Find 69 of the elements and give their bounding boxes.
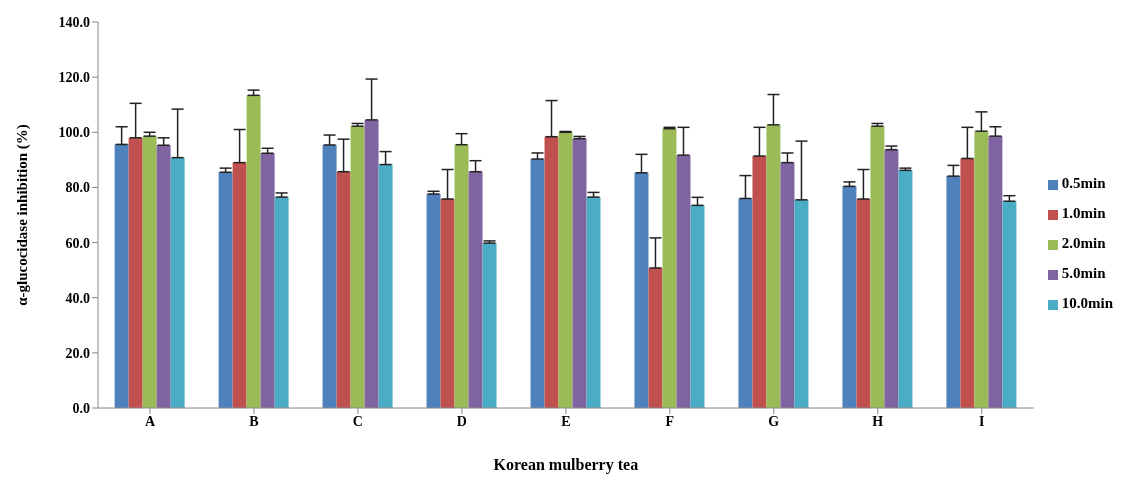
bar <box>676 155 691 408</box>
bar <box>544 136 559 408</box>
y-tick-label: 120.0 <box>58 70 90 86</box>
bar <box>260 153 275 408</box>
y-tick-label: 140.0 <box>58 14 90 30</box>
bar <box>1002 201 1017 408</box>
x-axis-title: Korean mulberry tea <box>493 456 639 474</box>
bar <box>988 136 1003 408</box>
bar <box>780 162 795 408</box>
bar <box>856 199 871 408</box>
y-tick-label: 80.0 <box>65 180 90 196</box>
bar <box>752 156 767 408</box>
legend-label: 5.0min <box>1061 265 1106 281</box>
bar <box>482 243 497 408</box>
bar <box>350 126 365 408</box>
y-tick-label: 60.0 <box>65 235 90 251</box>
x-tick-label: H <box>872 413 884 429</box>
bar <box>364 119 379 408</box>
x-tick-label: A <box>144 413 156 429</box>
bar <box>156 145 171 408</box>
x-tick-label: I <box>979 413 985 429</box>
bar <box>114 144 129 408</box>
legend-label: 10.0min <box>1061 295 1113 311</box>
bar <box>246 95 261 408</box>
bar <box>530 159 545 408</box>
bar <box>946 176 961 408</box>
bar <box>572 138 587 408</box>
bar <box>898 170 913 408</box>
x-tick-label: E <box>561 413 571 429</box>
bar <box>960 158 975 408</box>
x-tick-label: C <box>352 413 363 429</box>
x-tick-label: D <box>456 413 467 429</box>
bar <box>454 144 469 408</box>
y-tick-label: 40.0 <box>65 290 90 306</box>
legend-label: 0.5min <box>1061 175 1106 191</box>
bar <box>232 162 247 408</box>
bar <box>794 199 809 408</box>
legend-label: 1.0min <box>1061 205 1106 221</box>
bar <box>468 171 483 408</box>
bar <box>586 197 601 408</box>
bar <box>322 144 337 408</box>
y-tick-label: 0.0 <box>72 400 90 416</box>
y-tick-label: 20.0 <box>65 345 90 361</box>
x-tick-label: G <box>768 413 780 429</box>
bar <box>766 124 781 408</box>
bar <box>870 126 885 408</box>
bar <box>274 197 289 408</box>
y-tick-label: 100.0 <box>58 125 90 141</box>
bar <box>426 194 441 408</box>
bar <box>558 132 573 408</box>
y-axis-title: α-glucocidase inhibition (%) <box>14 124 32 306</box>
bar <box>884 149 899 408</box>
bar <box>378 164 393 408</box>
bar <box>648 267 663 408</box>
bar <box>662 128 677 408</box>
bar <box>170 157 185 408</box>
x-tick-label: B <box>249 413 259 429</box>
bar <box>218 172 233 408</box>
bar <box>142 136 157 408</box>
bar <box>690 205 705 408</box>
bar <box>440 199 455 408</box>
bar <box>336 171 351 408</box>
bar <box>634 172 649 408</box>
bar <box>974 131 989 408</box>
x-tick-label: F <box>665 413 675 429</box>
bar <box>738 198 753 408</box>
legend-label: 2.0min <box>1061 235 1106 251</box>
bar <box>842 186 857 408</box>
bar <box>128 137 143 408</box>
